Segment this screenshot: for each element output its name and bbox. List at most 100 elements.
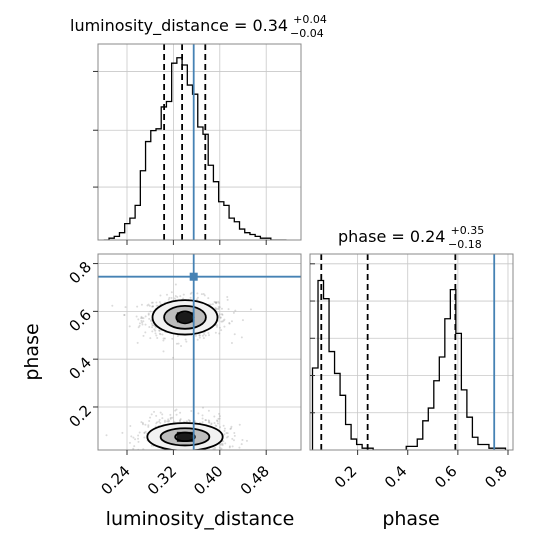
sample-point	[182, 451, 184, 453]
y-tick-label: 0.6	[65, 306, 95, 336]
sample-point	[214, 301, 217, 304]
sample-point	[163, 337, 166, 340]
sample-point	[229, 427, 232, 430]
sample-point	[161, 333, 164, 336]
sample-point	[111, 304, 114, 307]
sample-point	[230, 427, 233, 430]
sample-point	[214, 331, 217, 334]
sample-point	[140, 421, 143, 424]
sample-point	[196, 292, 199, 295]
sample-point	[208, 421, 211, 424]
phase-histogram-panel: 0.2 0.4 0.6 0.8 phase = 0.24 +0.35 −0.18	[309, 224, 514, 492]
x-tick-label: 0.4	[381, 462, 411, 492]
sample-point	[179, 418, 182, 421]
sample-point	[167, 298, 170, 301]
sample-point	[230, 342, 233, 345]
sample-point	[218, 301, 221, 304]
sample-point	[144, 423, 147, 426]
sample-point	[165, 457, 167, 459]
sample-point	[202, 292, 205, 295]
sample-point	[201, 334, 204, 337]
sample-point	[217, 417, 220, 420]
sample-point	[149, 310, 152, 313]
sample-point	[173, 420, 176, 423]
ticks	[93, 70, 267, 245]
sample-point	[168, 296, 171, 299]
sample-point	[146, 304, 149, 307]
sample-point	[142, 334, 145, 337]
sample-point	[186, 420, 189, 423]
sample-point	[176, 295, 179, 298]
sample-point	[207, 421, 210, 424]
sample-point	[195, 298, 198, 301]
sample-point	[154, 332, 157, 335]
sample-point	[154, 329, 157, 332]
sample-point	[149, 416, 152, 419]
sample-point	[123, 313, 126, 316]
sample-point	[138, 322, 141, 325]
sample-point	[140, 315, 143, 318]
sample-point	[210, 423, 213, 426]
sample-point	[182, 297, 185, 300]
x-tick-label: 0.6	[431, 462, 461, 492]
sample-point	[201, 452, 203, 454]
sample-point	[154, 455, 156, 457]
sample-point	[216, 420, 219, 423]
sample-point	[196, 296, 199, 299]
sample-point	[165, 293, 168, 296]
sample-point	[201, 417, 204, 420]
sample-point	[159, 450, 161, 452]
sample-point	[179, 419, 182, 422]
sample-point	[199, 450, 201, 452]
sample-point	[226, 295, 229, 298]
sample-point	[193, 451, 195, 453]
sample-point	[203, 452, 205, 454]
sample-point	[170, 291, 173, 294]
sample-point	[233, 434, 236, 437]
x-axis-label-phase: phase	[382, 508, 439, 530]
sample-point	[154, 326, 157, 329]
sample-point	[218, 313, 221, 316]
sample-point	[159, 294, 162, 297]
sample-point	[227, 435, 230, 438]
sample-point	[149, 452, 151, 454]
contour-line	[174, 431, 196, 443]
sample-point	[159, 333, 162, 336]
sample-point	[214, 301, 217, 304]
sample-point	[227, 308, 230, 311]
sample-point	[221, 443, 224, 446]
sample-point	[134, 438, 137, 441]
sample-point	[143, 431, 146, 434]
sample-point	[174, 295, 177, 298]
sample-point	[153, 328, 156, 331]
sample-point	[139, 453, 141, 455]
sample-point	[207, 297, 210, 300]
sample-point	[151, 330, 154, 333]
contour-line	[163, 304, 207, 330]
sample-point	[157, 465, 159, 467]
sample-point	[174, 409, 177, 412]
sample-point	[161, 413, 164, 416]
sample-point	[202, 453, 204, 455]
sample-point	[142, 317, 145, 320]
sample-point	[228, 322, 231, 325]
sample-point	[124, 306, 127, 309]
sample-point	[209, 303, 212, 306]
sample-point	[144, 323, 147, 326]
sample-point	[155, 304, 158, 307]
sample-point	[152, 324, 155, 327]
sample-point	[174, 452, 176, 454]
sample-point	[187, 460, 189, 462]
sample-point	[214, 306, 217, 309]
grid	[98, 254, 301, 450]
sample-point	[158, 418, 161, 421]
sample-point	[169, 413, 172, 416]
sample-point	[189, 451, 191, 453]
density-core	[176, 431, 194, 442]
sample-point	[133, 445, 136, 448]
sample-point	[143, 436, 146, 439]
sample-point	[215, 301, 218, 304]
sample-point	[150, 319, 153, 322]
sample-point	[189, 296, 192, 299]
x-tick-label: 0.24	[97, 462, 133, 498]
